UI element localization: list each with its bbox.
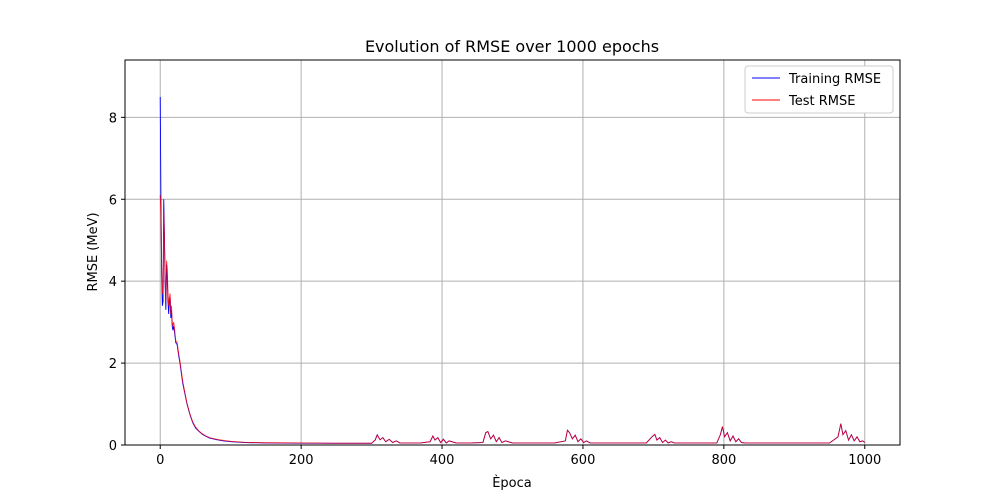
x-axis-label: Època: [492, 475, 532, 491]
test-rmse-line: [159, 195, 866, 444]
x-tick-label: 600: [571, 453, 596, 468]
axis-ticks: 0 200 400 600 800 1000 0 2 4 6 8: [109, 111, 882, 468]
x-tick-label: 200: [289, 453, 314, 468]
y-tick-label: 8: [109, 111, 117, 126]
legend-label-training: Training RMSE: [788, 72, 881, 87]
x-tick-label: 400: [430, 453, 455, 468]
y-axis-label: RMSE (MeV): [86, 212, 101, 291]
y-tick-label: 6: [109, 193, 117, 208]
x-tick-label: 0: [156, 453, 164, 468]
y-tick-label: 4: [109, 275, 117, 290]
series-lines: [159, 96, 866, 444]
legend-label-test: Test RMSE: [788, 94, 855, 109]
y-tick-label: 0: [109, 439, 117, 454]
x-tick-label: 800: [711, 453, 736, 468]
legend: Training RMSE Test RMSE: [744, 65, 894, 114]
legend-box: [744, 65, 894, 114]
plot-area-frame: [124, 59, 901, 446]
x-tick-label: 1000: [848, 453, 881, 468]
y-tick-label: 2: [109, 357, 117, 372]
chart-title: Evolution of RMSE over 1000 epochs: [365, 37, 659, 56]
